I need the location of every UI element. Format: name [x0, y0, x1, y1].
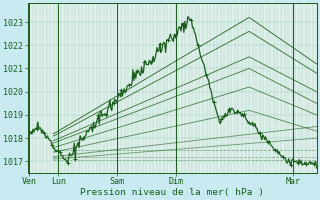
X-axis label: Pression niveau de la mer( hPa ): Pression niveau de la mer( hPa )	[80, 188, 264, 197]
